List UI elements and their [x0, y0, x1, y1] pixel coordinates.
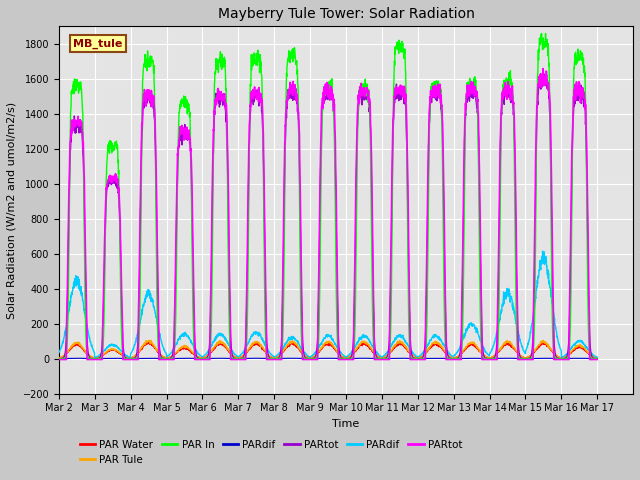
- X-axis label: Time: Time: [332, 419, 360, 429]
- Title: Mayberry Tule Tower: Solar Radiation: Mayberry Tule Tower: Solar Radiation: [218, 7, 474, 21]
- Y-axis label: Solar Radiation (W/m2 and umol/m2/s): Solar Radiation (W/m2 and umol/m2/s): [7, 101, 17, 319]
- Legend: PAR Water, PAR Tule, PAR In, PARdif, PARtot, PARdif, PARtot: PAR Water, PAR Tule, PAR In, PARdif, PAR…: [76, 436, 467, 469]
- Text: MB_tule: MB_tule: [73, 38, 123, 49]
